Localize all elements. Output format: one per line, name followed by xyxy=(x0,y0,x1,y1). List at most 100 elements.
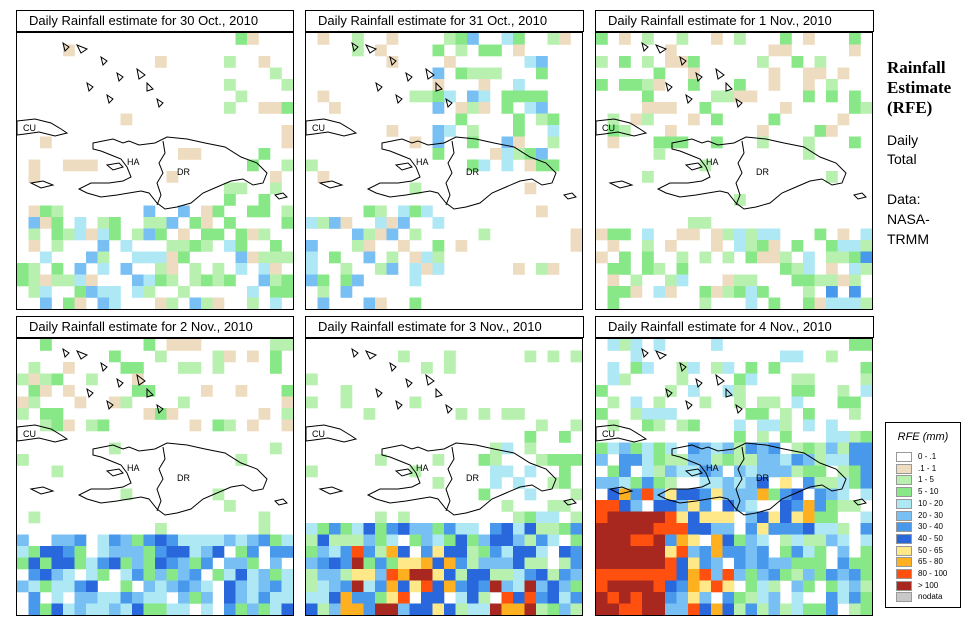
rainfall-cell xyxy=(559,592,571,604)
rainfall-cell xyxy=(826,286,838,298)
rainfall-cell xyxy=(166,546,179,558)
rainfall-cell xyxy=(791,454,804,466)
rainfall-cell xyxy=(826,603,838,615)
rainfall-cell xyxy=(270,251,282,264)
rainfall-cell xyxy=(570,511,582,524)
rainfall-cell xyxy=(734,431,746,443)
rainfall-cell xyxy=(189,546,202,558)
rainfall-cell xyxy=(432,569,445,581)
rainfall-cell xyxy=(281,546,293,558)
rainfall-cell xyxy=(40,297,52,309)
rainfall-cell xyxy=(619,33,631,45)
rainfall-cell xyxy=(501,442,514,455)
rainfall-cell xyxy=(814,569,827,581)
rainfall-cell xyxy=(607,534,620,547)
rainfall-cell xyxy=(524,546,537,558)
rainfall-cell xyxy=(734,373,746,386)
rainfall-cell xyxy=(155,546,167,558)
rainfall-cell xyxy=(281,569,293,581)
rainfall-cell xyxy=(455,44,468,57)
rainfall-cell xyxy=(63,385,75,397)
rainfall-cell xyxy=(524,431,537,443)
rainfall-cell xyxy=(201,240,213,252)
rainfall-cell xyxy=(189,274,202,287)
rainfall-cell xyxy=(432,592,445,604)
rainfall-cell xyxy=(699,557,712,570)
rainfall-cell xyxy=(51,465,64,478)
rainfall-cell xyxy=(536,454,548,466)
rainfall-cell xyxy=(281,396,293,409)
rainfall-cell xyxy=(570,569,582,581)
rainfall-cell xyxy=(340,569,353,581)
rainfall-cell xyxy=(849,274,861,287)
rainfall-cell xyxy=(352,546,364,558)
rainfall-cell xyxy=(166,171,179,183)
rainfall-cell xyxy=(432,217,445,229)
rainfall-cell xyxy=(432,148,445,160)
rainfall-cell xyxy=(665,240,677,252)
rainfall-cell xyxy=(398,546,410,558)
rainfall-cell xyxy=(596,557,608,570)
rainfall-cell xyxy=(757,511,769,524)
rainfall-cell xyxy=(375,569,387,581)
rainfall-cell xyxy=(97,240,110,252)
rainfall-cell xyxy=(791,580,804,593)
rainfall-cell xyxy=(166,557,179,570)
hispaniola-outline xyxy=(77,136,268,210)
rainfall-cell xyxy=(258,511,271,524)
rainfall-cell xyxy=(653,546,666,558)
rainfall-cell xyxy=(757,534,769,547)
rainfall-cell xyxy=(86,603,98,615)
rainfall-cell xyxy=(607,580,620,593)
rainfall-cell xyxy=(235,603,248,615)
rainfall-cell xyxy=(258,534,271,547)
rainfall-cell xyxy=(745,569,758,581)
rainfall-cell xyxy=(212,263,225,275)
rainfall-cell xyxy=(409,274,422,287)
rainfall-cell xyxy=(490,442,502,455)
rainfall-cell xyxy=(803,274,815,287)
rainfall-cell xyxy=(306,534,318,547)
rainfall-cell xyxy=(189,263,202,275)
rainfall-cell xyxy=(281,274,293,287)
legend-label: 30 - 40 xyxy=(918,522,943,532)
legend-swatch xyxy=(896,580,912,591)
bahamas-island-outline xyxy=(425,373,435,386)
rainfall-cell xyxy=(722,477,735,489)
rainfall-cell xyxy=(329,217,341,229)
rainfall-cell xyxy=(166,263,179,275)
rainfall-cell xyxy=(340,217,353,229)
rainfall-cell xyxy=(757,569,769,581)
rainfall-cell xyxy=(467,125,479,137)
rainfall-cell xyxy=(642,113,654,126)
rainfall-cell xyxy=(132,534,144,547)
bahamas-island-outline xyxy=(100,55,108,66)
rainfall-cell xyxy=(619,454,631,466)
rainfall-cell xyxy=(791,603,804,615)
rainfall-cell xyxy=(642,419,654,432)
rainfall-cell xyxy=(607,442,620,455)
rainfall-cell xyxy=(711,240,723,252)
rainfall-cell xyxy=(189,534,202,547)
rainfall-cell xyxy=(688,569,700,581)
rainfall-cell xyxy=(642,56,654,68)
rainfall-cell xyxy=(398,350,410,363)
bahamas-island-outline xyxy=(715,67,725,80)
rainfall-cell xyxy=(607,569,620,581)
rainfall-cell xyxy=(699,500,712,512)
rainfall-cell xyxy=(329,603,341,615)
rainfall-cell xyxy=(28,286,41,298)
rainfall-cell xyxy=(642,477,654,489)
rainfall-cell xyxy=(837,297,850,309)
rainfall-cell xyxy=(780,431,792,443)
rainfall-cell xyxy=(699,297,712,309)
rainfall-cell xyxy=(132,228,144,241)
rainfall-cell xyxy=(803,67,815,80)
rainfall-cell xyxy=(74,286,87,298)
rainfall-cell xyxy=(757,240,769,252)
rainfall-cell xyxy=(478,408,491,420)
rainfall-cell xyxy=(699,523,712,535)
rainfall-cell xyxy=(791,488,804,501)
rainfall-cell xyxy=(40,419,52,432)
rainfall-cell xyxy=(409,569,422,581)
